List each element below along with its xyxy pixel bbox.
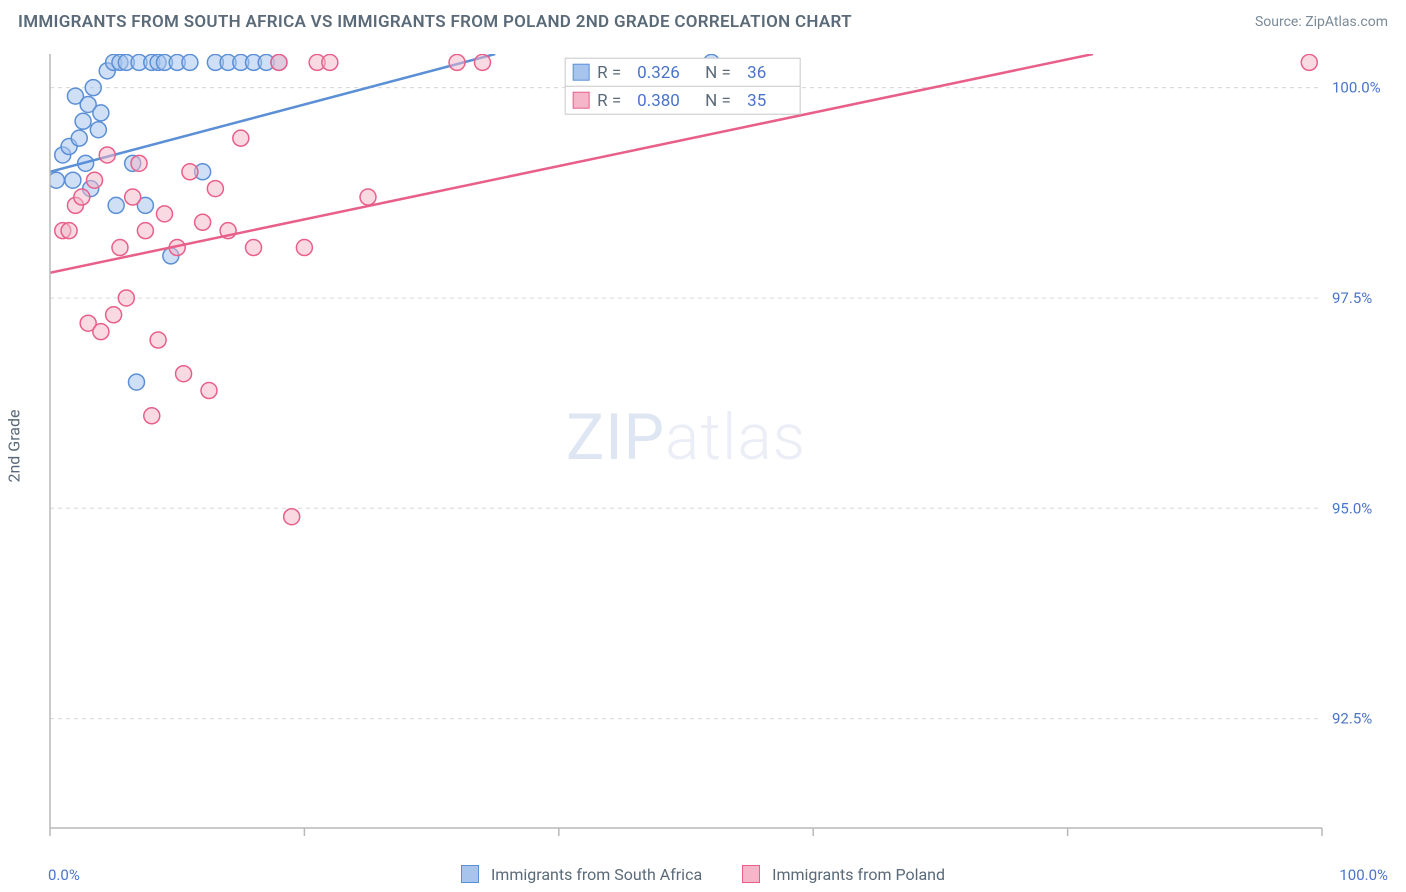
svg-text:N =: N = xyxy=(705,63,731,83)
svg-text:100.0%: 100.0% xyxy=(1332,79,1381,97)
svg-text:ZIPatlas: ZIPatlas xyxy=(566,400,806,475)
legend-label: Immigrants from Poland xyxy=(772,865,945,884)
svg-text:92.5%: 92.5% xyxy=(1332,710,1372,728)
legend-item-poland: Immigrants from Poland xyxy=(742,865,945,884)
svg-text:0.326: 0.326 xyxy=(637,63,680,83)
svg-text:35: 35 xyxy=(747,91,766,111)
svg-text:N =: N = xyxy=(705,91,731,111)
legend-item-south-africa: Immigrants from South Africa xyxy=(461,865,702,884)
legend-label: Immigrants from South Africa xyxy=(491,865,702,884)
source-label: Source: ZipAtlas.com xyxy=(1255,14,1388,30)
svg-text:95.0%: 95.0% xyxy=(1332,499,1372,517)
svg-text:0.380: 0.380 xyxy=(637,91,680,111)
svg-text:36: 36 xyxy=(747,63,766,83)
svg-text:97.5%: 97.5% xyxy=(1332,289,1372,307)
y-axis-label: 2nd Grade xyxy=(5,409,24,482)
svg-text:R =: R = xyxy=(597,63,621,83)
svg-text:R =: R = xyxy=(597,91,621,111)
scatter-chart: 92.5% 95.0% 97.5% 100.0% ZIPatlas R = 0.326 N =… xyxy=(48,48,1392,842)
bottom-legend: Immigrants from South Africa Immigrants … xyxy=(0,865,1406,884)
plot-area: 92.5% 95.0% 97.5% 100.0% ZIPatlas R = 0.326 N =… xyxy=(48,48,1392,842)
chart-title: IMMIGRANTS FROM SOUTH AFRICA VS IMMIGRAN… xyxy=(18,12,852,32)
swatch-icon xyxy=(742,865,760,883)
swatch-icon xyxy=(461,865,479,883)
